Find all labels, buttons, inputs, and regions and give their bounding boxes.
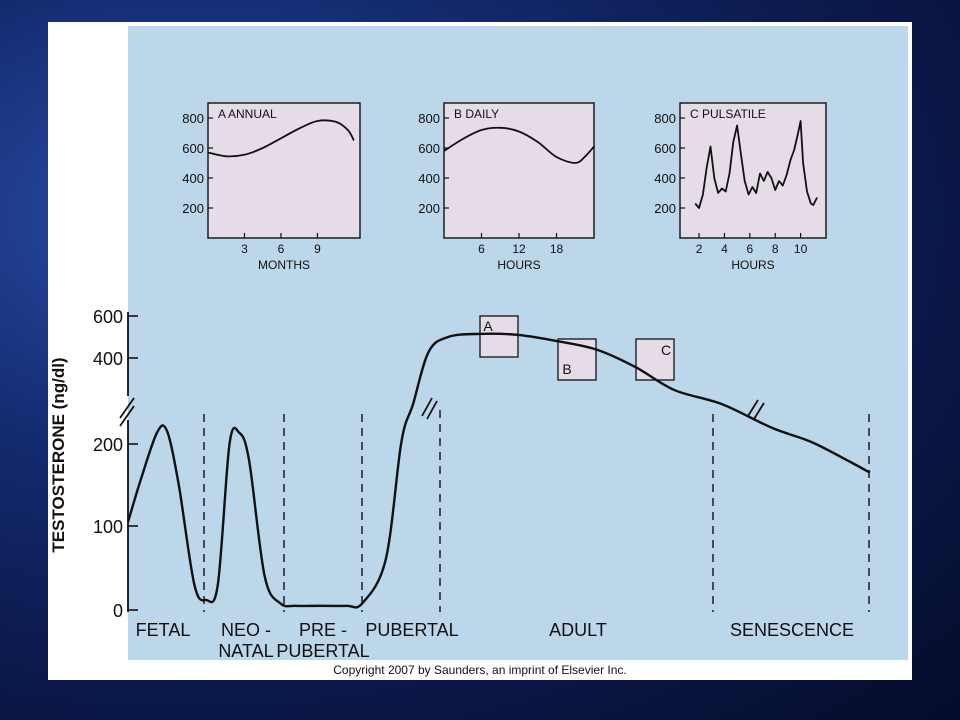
phase-label: ADULT [549,620,607,640]
y-tick-label: 600 [93,307,123,327]
phase-label: NATAL [218,641,273,661]
inset-x-axis-label: HOURS [497,258,540,272]
inset-series-line [207,119,355,158]
phase-label: FETAL [136,620,191,640]
testosterone-curve [126,332,871,609]
inset-x-axis-label: HOURS [731,258,774,272]
inset-x-axis-label: MONTHS [258,258,310,272]
inset-y-tick-label: 400 [654,171,676,186]
inset-y-tick-label: 800 [182,111,204,126]
phase-label: NEO - [221,620,271,640]
inset-b-title: B DAILY [454,107,499,121]
y-tick-label: 200 [93,435,123,455]
y-tick-label: 0 [113,601,123,621]
inset-y-tick-label: 800 [654,111,676,126]
y-axis-break-mark [119,397,135,427]
inset-x-tick-label: 4 [721,242,728,256]
inset-daily: B DAILY 200 400 600 800 6 12 18 HOURS [418,102,595,272]
inset-y-tick-label: 400 [182,171,204,186]
inset-y-tick-label: 600 [418,141,440,156]
inset-x-tick-label: 10 [794,242,808,256]
y-axis-label: TESTOSTERONE (ng/dl) [49,357,68,552]
inset-series-line [694,120,818,209]
phase-label: PUBERTAL [276,641,369,661]
inset-x-tick-label: 12 [512,242,526,256]
inset-x-tick-label: 6 [478,242,485,256]
inset-marker-box [479,315,519,358]
inset-y-tick-label: 800 [418,111,440,126]
inset-series-line [443,126,595,164]
inset-y-tick-label: 400 [418,171,440,186]
inset-c-title: C PULSATILE [690,107,766,121]
phase-label: PUBERTAL [365,620,458,640]
inset-y-tick-label: 600 [654,141,676,156]
inset-x-tick-label: 6 [746,242,753,256]
inset-a-frame [207,102,361,239]
phase-label: PRE - [299,620,347,640]
inset-y-tick-label: 600 [182,141,204,156]
inset-marker-label: B [562,361,571,377]
inset-x-tick-label: 3 [241,242,248,256]
inset-y-tick-label: 200 [654,201,676,216]
inset-y-tick-label: 200 [182,201,204,216]
inset-x-tick-label: 2 [696,242,703,256]
inset-marker-label: C [661,342,671,358]
inset-pulsatile: C PULSATILE 200 400 600 800 2 4 6 8 10 HOURS [654,102,827,272]
inset-x-tick-label: 8 [772,242,779,256]
y-tick-label: 400 [93,349,123,369]
y-tick-label: 100 [93,517,123,537]
inset-y-tick-label: 200 [418,201,440,216]
curve-break-mark [421,397,438,420]
inset-marker-label: A [483,318,493,334]
phase-label: SENESCENCE [730,620,854,640]
copyright-notice: Copyright 2007 by Saunders, an imprint o… [48,660,912,680]
main-chart: TESTOSTERONE (ng/dl) broken y-axis betwe… [49,307,871,661]
curve-break-mark [747,399,765,420]
inset-annual: A ANNUAL 200 400 600 800 3 6 9 MONTHS [182,102,361,272]
inset-x-tick-label: 6 [278,242,285,256]
inset-x-tick-label: 18 [550,242,564,256]
inset-b-frame [443,102,595,239]
inset-a-title: A ANNUAL [218,107,277,121]
inset-x-tick-label: 9 [314,242,321,256]
